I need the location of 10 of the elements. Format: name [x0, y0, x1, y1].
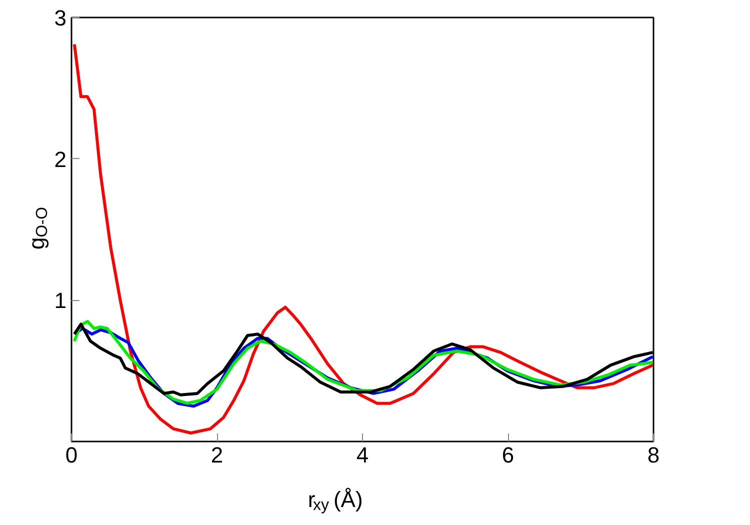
x-tick-label: 8 — [647, 442, 660, 468]
y-tick-label: 1 — [54, 288, 67, 314]
x-tick-label: 0 — [65, 442, 78, 468]
y-tick-label: 2 — [54, 146, 67, 172]
y-tick-label: 3 — [54, 6, 67, 30]
y-axis-title: gO-O — [24, 206, 51, 250]
x-tick-label: 6 — [502, 442, 514, 468]
x-tick-label: 2 — [210, 442, 224, 468]
line-series — [72, 42, 654, 435]
x-tick-label: 4 — [356, 442, 369, 468]
